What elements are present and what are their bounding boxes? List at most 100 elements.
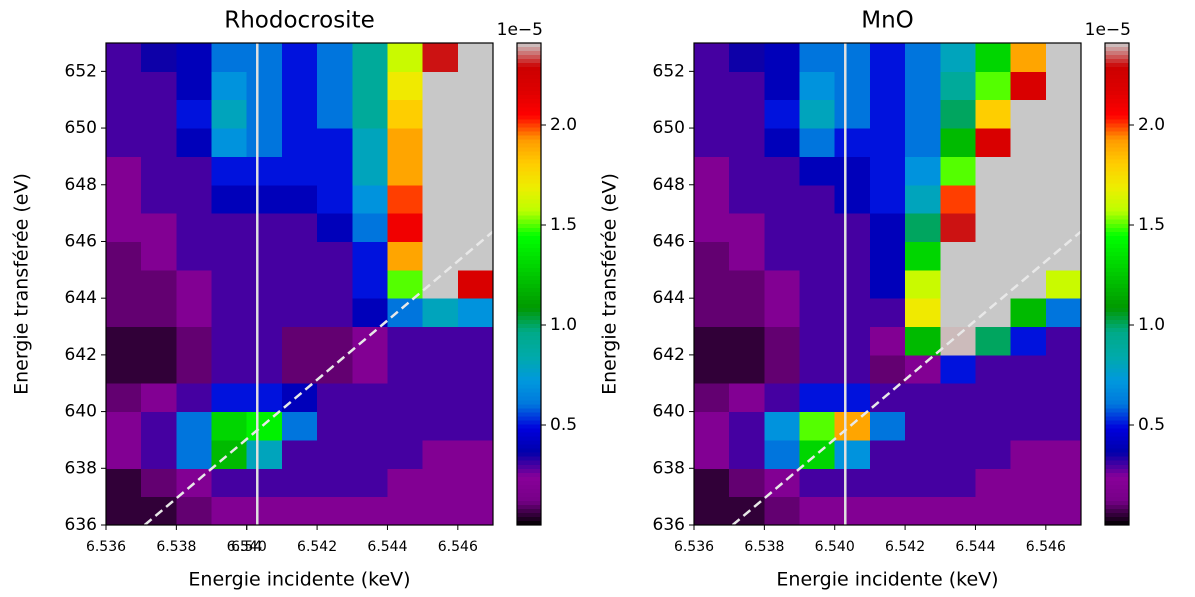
colorbar-stripe xyxy=(1105,448,1129,454)
heatmap-cell xyxy=(317,468,353,498)
heatmap-cell xyxy=(352,43,388,72)
heatmap-cell xyxy=(281,156,318,186)
y-tick-label: 652 xyxy=(653,61,685,81)
heatmap-cell xyxy=(317,496,353,526)
heatmap-cell xyxy=(106,269,142,299)
colorbar-stripe xyxy=(517,440,541,446)
colorbar-stripe xyxy=(517,259,541,265)
heatmap-cell xyxy=(764,71,801,101)
heatmap-cell xyxy=(905,156,941,186)
heatmap-cell xyxy=(1045,269,1082,299)
colorbar-stripe xyxy=(1105,304,1129,309)
heatmap-cell xyxy=(317,99,353,129)
heatmap-cell xyxy=(764,383,801,413)
heatmap-cell xyxy=(141,99,177,129)
colorbar-stripe xyxy=(517,316,541,321)
colorbar-stripe xyxy=(1105,179,1129,185)
colorbar-stripe xyxy=(517,279,541,285)
colorbar-stripe xyxy=(1105,147,1129,153)
heatmap-cell xyxy=(106,298,142,328)
colorbar-stripe xyxy=(517,135,541,140)
heatmap-cell xyxy=(457,43,494,72)
colorbar-stripe xyxy=(517,388,541,394)
colorbar-stripe xyxy=(1105,376,1129,381)
colorbar-stripe xyxy=(517,340,541,345)
colorbar-stripe xyxy=(1105,300,1129,305)
colorbar-stripe xyxy=(517,63,541,68)
colorbar-stripe xyxy=(1105,211,1129,217)
heatmap-cell xyxy=(211,184,248,214)
heatmap-cell xyxy=(176,43,213,72)
colorbar-stripe xyxy=(1105,203,1129,209)
heatmap-cell xyxy=(1045,326,1082,356)
colorbar-stripe xyxy=(517,504,541,510)
colorbar-stripe xyxy=(1105,91,1129,96)
heatmap-cell xyxy=(387,99,424,129)
heatmap-cell xyxy=(422,326,459,356)
heatmap-cell xyxy=(764,298,801,328)
colorbar-stripe xyxy=(1105,75,1129,80)
heatmap-cell xyxy=(457,156,494,186)
heatmap-cell xyxy=(211,156,248,186)
colorbar-stripe xyxy=(1105,95,1129,100)
heatmap-cell xyxy=(729,411,765,441)
colorbar-stripe xyxy=(517,392,541,398)
x-tick-label: 6.544 xyxy=(367,539,407,555)
heatmap-cell xyxy=(211,439,248,469)
heatmap-cell xyxy=(869,128,906,157)
heatmap-cell xyxy=(869,439,906,469)
heatmap-cell xyxy=(211,43,248,72)
heatmap-cell xyxy=(281,184,318,214)
colorbar-stripe xyxy=(517,284,541,289)
y-tick-label: 652 xyxy=(65,61,97,81)
heatmap-cell xyxy=(141,298,177,328)
heatmap-cell xyxy=(106,43,142,72)
heatmap-cell xyxy=(422,298,459,328)
heatmap-cell xyxy=(211,496,248,526)
heatmap-cell xyxy=(106,411,142,441)
colorbar-stripe xyxy=(1105,135,1129,140)
x-tick-label: 6.538 xyxy=(744,539,784,555)
heatmap-cell xyxy=(834,411,871,441)
colorbar-stripe xyxy=(1105,267,1129,273)
y-tick-label: 638 xyxy=(653,458,685,478)
colorbar-stripe xyxy=(517,420,541,426)
colorbar-stripe xyxy=(1105,284,1129,289)
heatmap-cell xyxy=(176,213,213,242)
heatmap-cell xyxy=(246,128,283,157)
heatmap-cell xyxy=(352,269,388,299)
colorbar-stripe xyxy=(517,75,541,80)
heatmap-cell xyxy=(281,468,318,498)
x-tick-label: 6.538 xyxy=(156,539,196,555)
colorbar-stripe xyxy=(1105,83,1129,88)
heatmap-cell xyxy=(1010,298,1047,328)
heatmap-cell xyxy=(834,43,871,72)
heatmap-cell xyxy=(457,184,494,214)
colorbar-stripe xyxy=(517,328,541,333)
heatmap-cell xyxy=(799,298,836,328)
colorbar-stripe xyxy=(517,179,541,185)
heatmap-cell xyxy=(246,99,283,129)
heatmap-cell xyxy=(141,241,177,271)
heatmap-plot xyxy=(106,43,494,526)
colorbar-stripe xyxy=(1105,47,1129,52)
heatmap-cell xyxy=(975,241,1012,271)
x-tick-label: 6.546 xyxy=(438,539,478,555)
heatmap-plot xyxy=(694,43,1082,526)
colorbar-stripe xyxy=(517,223,541,229)
colorbar-stripe xyxy=(1105,508,1129,514)
x-axis-label: Energie incidente (keV) xyxy=(188,569,410,591)
colorbar-stripe xyxy=(1105,368,1129,373)
colorbar-stripe xyxy=(1105,336,1129,341)
heatmap-cell xyxy=(834,213,871,242)
heatmap-cell xyxy=(729,71,765,101)
heatmap-cell xyxy=(799,43,836,72)
heatmap-cell xyxy=(1010,213,1047,242)
heatmap-cell xyxy=(694,43,730,72)
colorbar-stripe xyxy=(517,103,541,108)
heatmap-cell xyxy=(457,439,494,469)
heatmap-cell xyxy=(940,184,976,214)
colorbar-stripe xyxy=(1105,324,1129,329)
heatmap-cell xyxy=(1010,411,1047,441)
heatmap-cell xyxy=(246,298,283,328)
